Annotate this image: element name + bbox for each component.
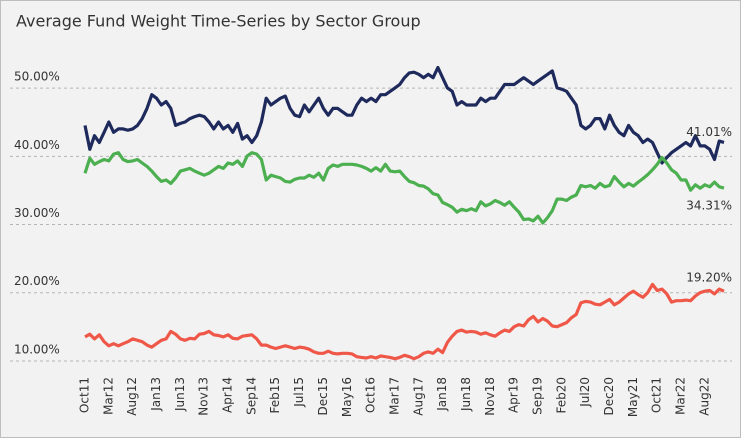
y-tick-label: 50.00% [14,70,60,84]
x-tick-label: Dec20 [602,377,616,416]
x-tick-label: Feb20 [554,377,568,414]
x-tick-label: Mar17 [387,377,401,415]
data-label: 34.31% [686,199,732,213]
series-line [83,151,725,225]
x-tick-label: Jan18 [435,377,449,412]
x-tick-label: Aug22 [697,377,711,416]
x-tick-label: May21 [626,377,640,417]
x-tick-label: Sep19 [531,377,545,415]
x-tick-label: Apr14 [221,377,235,413]
y-tick-label: 40.00% [14,138,60,152]
x-tick-label: Nov18 [483,377,497,416]
x-tick-label: Oct21 [650,377,664,413]
x-tick-label: May16 [340,377,354,417]
series-line [83,65,725,165]
x-tick-label: Sep14 [244,377,258,415]
x-tick-label: Mar12 [101,377,115,415]
data-label: 41.01% [686,125,732,139]
y-tick-label: 30.00% [14,206,60,220]
x-tick-label: Oct11 [78,377,92,413]
y-tick-label: 20.00% [14,274,60,288]
x-tick-label: Jun13 [173,377,187,412]
series-line [84,282,725,361]
x-tick-label: Nov13 [197,377,211,416]
x-tick-label: Mar22 [674,377,688,415]
x-tick-label: Jan13 [149,377,163,412]
x-tick-label: Aug17 [411,377,425,416]
x-tick-label: Aug12 [125,377,139,416]
chart-title: Average Fund Weight Time-Series by Secto… [16,12,421,31]
x-tick-label: Jun18 [459,377,473,412]
x-tick-label: Feb15 [268,377,282,414]
x-tick-label: Jul20 [578,377,592,408]
y-tick-label: 10.00% [14,342,60,356]
data-label: 19.20% [686,271,732,285]
x-tick-label: Dec15 [316,377,330,416]
x-tick-label: Apr19 [507,377,521,413]
x-tick-label: Jul15 [292,377,306,408]
x-tick-label: Oct16 [364,377,378,413]
